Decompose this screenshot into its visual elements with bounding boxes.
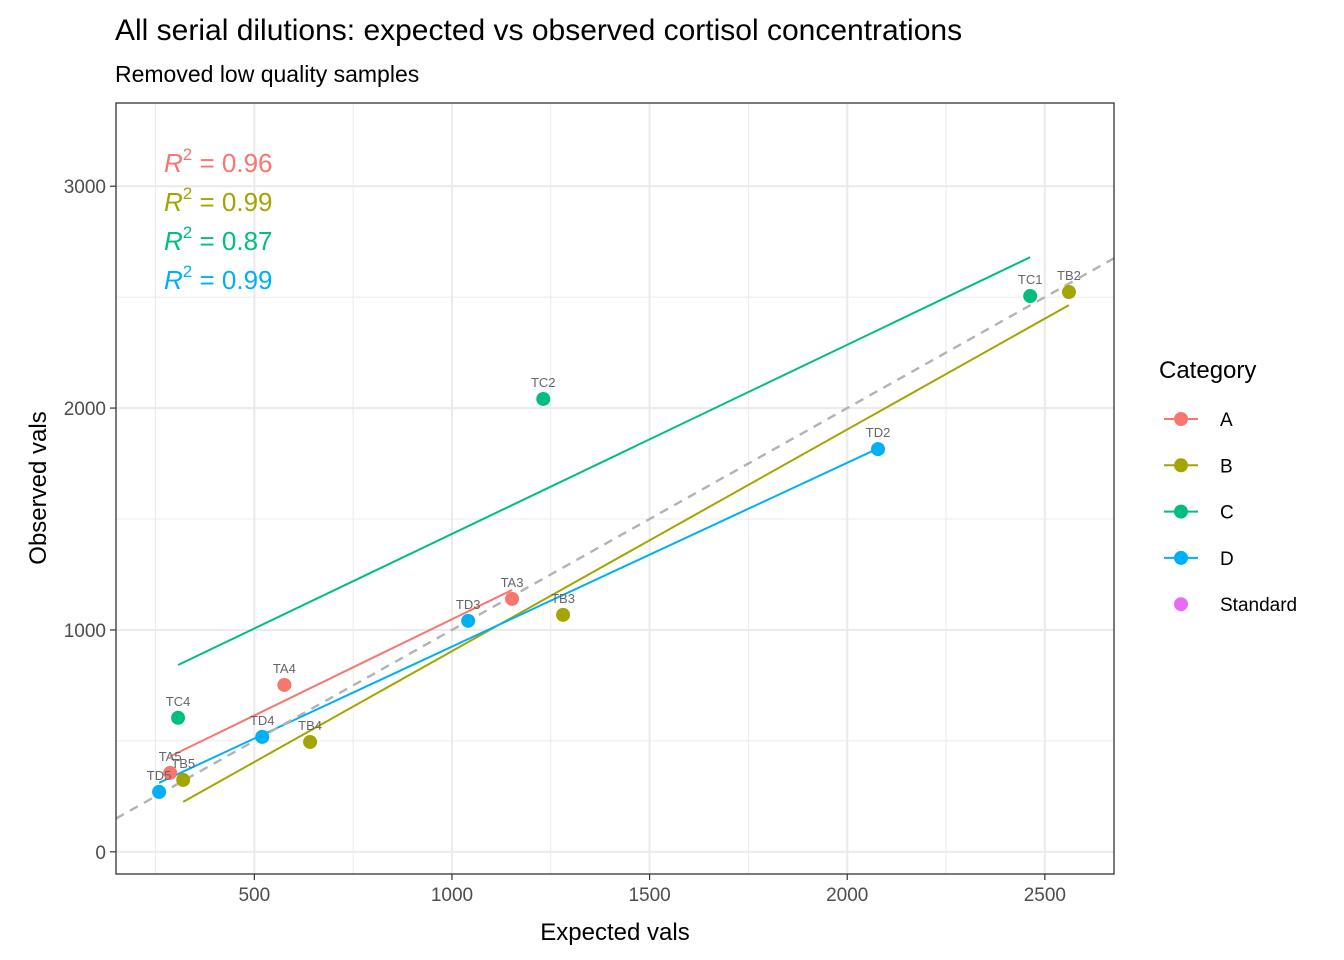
y-tick-label: 0 xyxy=(95,843,106,864)
x-tick-label: 2500 xyxy=(1024,885,1066,906)
point-label: TB4 xyxy=(298,718,322,733)
x-axis-label: Expected vals xyxy=(540,919,689,946)
legend-key-point-Standard xyxy=(1174,597,1188,612)
y-tick-label: 2000 xyxy=(64,399,106,420)
fit-line-D xyxy=(158,447,879,784)
fit-line-B xyxy=(182,304,1070,803)
legend-key-point-A xyxy=(1174,412,1188,426)
point-label: TD4 xyxy=(250,713,275,728)
point-label: TC2 xyxy=(531,375,556,390)
legend-key-point-C xyxy=(1174,504,1188,519)
point-TB3 xyxy=(556,607,571,622)
point-label: TB5 xyxy=(171,756,195,771)
x-tick-label: 1500 xyxy=(628,885,670,906)
point-label: TD2 xyxy=(866,425,891,440)
point-TC1 xyxy=(1023,289,1038,304)
x-tick-label: 500 xyxy=(238,885,270,906)
point-TA4 xyxy=(277,677,292,692)
legend-label: A xyxy=(1220,410,1233,431)
point-TD4 xyxy=(255,729,270,744)
point-TA3 xyxy=(505,591,520,606)
y-tick-label: 1000 xyxy=(64,621,106,642)
fit-line-A xyxy=(169,589,513,758)
point-label: TB3 xyxy=(551,591,575,606)
point-TD3 xyxy=(461,613,476,628)
point-label: TA4 xyxy=(273,661,296,676)
legend-label: Standard xyxy=(1220,595,1297,616)
x-tick-label: 2000 xyxy=(826,885,868,906)
r-squared-annotation: R2 = 0.99 xyxy=(164,184,272,217)
fit-line-C xyxy=(177,256,1031,666)
point-label: TA5 xyxy=(159,749,182,764)
point-TB5 xyxy=(176,772,191,787)
x-tick-label: 1000 xyxy=(431,885,473,906)
point-TD2 xyxy=(871,442,886,457)
y-tick-label: 3000 xyxy=(64,177,106,198)
plot-panel xyxy=(116,103,1114,874)
legend-key-point-B xyxy=(1174,458,1188,473)
r-squared-annotation: R2 = 0.87 xyxy=(164,223,272,256)
chart-title: All serial dilutions: expected vs observ… xyxy=(115,14,962,47)
r-squared-annotation: R2 = 0.96 xyxy=(164,145,272,178)
point-label: TC1 xyxy=(1018,272,1043,287)
legend-label: D xyxy=(1220,549,1234,570)
legend-title: Category xyxy=(1159,357,1256,384)
point-TB2 xyxy=(1061,285,1076,300)
panel-border xyxy=(115,102,1115,875)
point-label: TC4 xyxy=(166,694,191,709)
legend-label: B xyxy=(1220,456,1233,477)
point-label: TA3 xyxy=(501,575,524,590)
point-label: TB2 xyxy=(1057,268,1081,283)
r-squared-annotation: R2 = 0.99 xyxy=(164,262,272,295)
point-label: TD3 xyxy=(456,597,481,612)
legend-key-point-D xyxy=(1174,550,1188,565)
point-TA5 xyxy=(163,765,178,780)
point-label: TD5 xyxy=(147,768,172,783)
point-TD5 xyxy=(152,784,167,799)
chart-subtitle: Removed low quality samples xyxy=(115,61,419,87)
point-TB4 xyxy=(303,734,318,749)
plot-content: TA3 TA4 TA5 TB2 TB3 TB4 TB5 TC1 TC2 TC4 TD2 TD3 TD4 T… xyxy=(116,256,1114,820)
y-axis-label: Observed vals xyxy=(25,411,52,564)
point-TC2 xyxy=(536,391,551,406)
legend-label: C xyxy=(1220,503,1234,524)
legend: A B C D Standard xyxy=(1164,410,1297,616)
point-TC4 xyxy=(171,710,186,725)
